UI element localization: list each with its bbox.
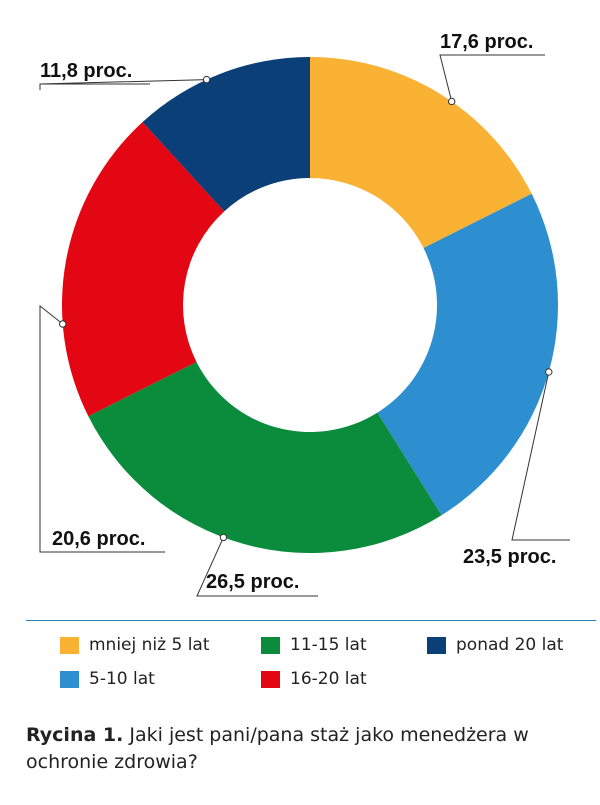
- legend-item-16-20: 16-20 lat: [261, 668, 367, 690]
- leader-line-2: [196, 537, 318, 597]
- leader-dot-3: [59, 320, 67, 328]
- legend-item-over-20: ponad 20 lat: [427, 634, 563, 656]
- legend-item-under-5: mniej niż 5 lat: [60, 634, 210, 656]
- legend-item-5-10: 5-10 lat: [60, 668, 155, 690]
- legend-swatch: [261, 670, 280, 688]
- legend-label: ponad 20 lat: [456, 635, 564, 655]
- value-label-2: 26,5 proc.: [206, 571, 299, 593]
- leader-line-3: [39, 304, 165, 553]
- donut-slice-4: [142, 57, 310, 212]
- value-label-1: 23,5 proc.: [463, 546, 556, 568]
- leader-dot-2: [219, 533, 228, 542]
- value-label-3: 20,6 proc.: [52, 528, 145, 550]
- legend-label: mniej niż 5 lat: [89, 635, 210, 655]
- leader-dot-4: [202, 75, 211, 84]
- legend-label: 5-10 lat: [89, 669, 155, 689]
- leader-line-0: [439, 54, 545, 102]
- donut-slice-0: [310, 57, 532, 249]
- caption-text: Jaki jest pani/pana staż jako menedżera …: [26, 724, 529, 773]
- donut-slice-2: [88, 361, 442, 553]
- leader-line-1: [511, 371, 570, 541]
- figure-caption: Rycina 1. Jaki jest pani/pana staż jako …: [26, 722, 586, 776]
- legend-swatch: [60, 636, 79, 654]
- legend-divider: [26, 620, 596, 621]
- legend-swatch: [427, 636, 446, 654]
- value-label-4: 11,8 proc.: [40, 60, 132, 82]
- donut-slice-3: [62, 122, 225, 417]
- legend-swatch: [261, 636, 280, 654]
- caption-prefix: Rycina 1.: [26, 724, 124, 746]
- donut-chart: 17,6 proc. 23,5 proc. 26,5 proc. 20,6 pr…: [39, 31, 570, 597]
- donut-slice-1: [377, 193, 558, 516]
- leader-dot-1: [545, 368, 553, 376]
- legend-label: 16-20 lat: [290, 669, 367, 689]
- leader-line-4: [39, 79, 207, 90]
- legend-label: 11-15 lat: [290, 635, 367, 655]
- legend: mniej niż 5 lat 11-15 lat ponad 20 lat 5…: [30, 634, 590, 704]
- legend-swatch: [60, 670, 79, 688]
- legend-item-11-15: 11-15 lat: [261, 634, 367, 656]
- leader-dot-0: [448, 97, 456, 106]
- value-label-0: 17,6 proc.: [440, 31, 533, 53]
